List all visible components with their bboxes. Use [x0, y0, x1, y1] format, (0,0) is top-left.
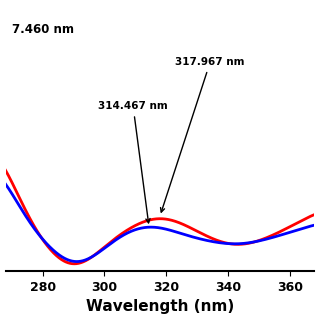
Text: 317.967 nm: 317.967 nm	[161, 57, 245, 212]
Text: 7.460 nm: 7.460 nm	[12, 23, 74, 36]
Text: 314.467 nm: 314.467 nm	[98, 101, 168, 223]
X-axis label: Wavelength (nm): Wavelength (nm)	[86, 300, 234, 315]
